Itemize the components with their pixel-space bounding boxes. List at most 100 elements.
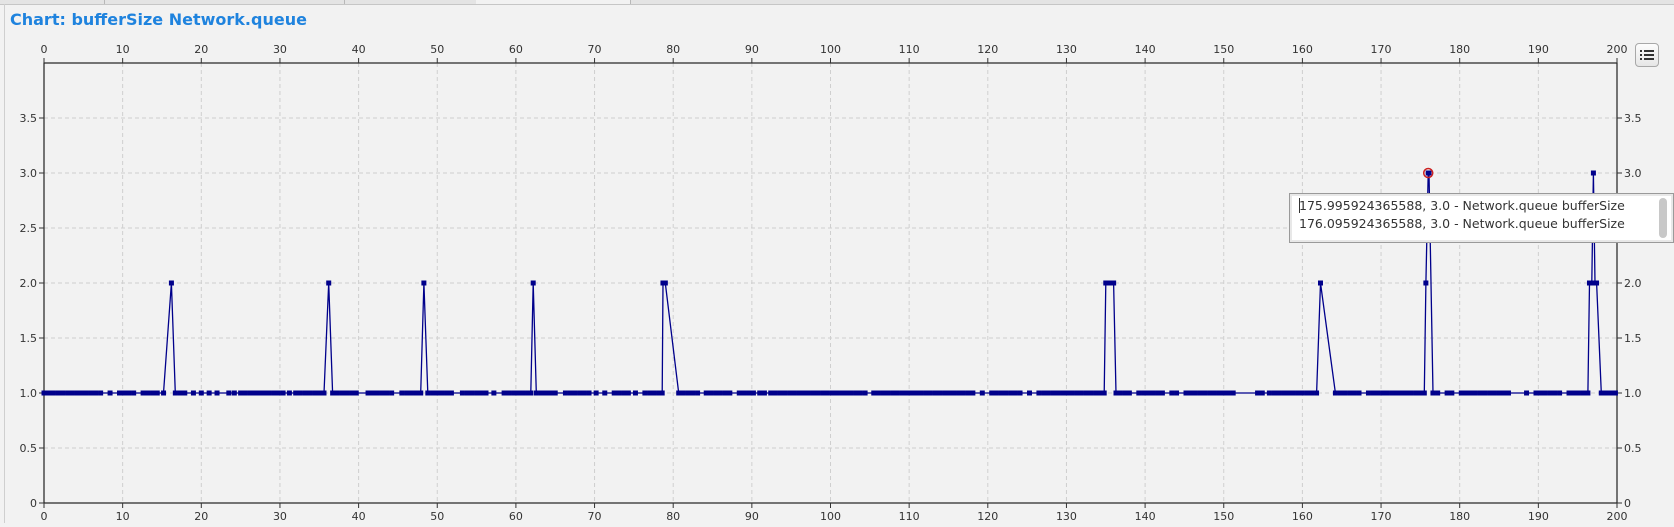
x-tick-label-bottom: 0 [41, 510, 48, 523]
data-point [478, 390, 484, 396]
data-point [1356, 390, 1362, 396]
data-point [334, 390, 340, 396]
data-point [1174, 390, 1180, 396]
data-point [659, 390, 665, 396]
data-point [379, 390, 385, 396]
data-point [946, 390, 952, 396]
data-point [1384, 390, 1390, 396]
data-point [543, 390, 549, 396]
data-point [1221, 390, 1227, 396]
data-point [1074, 390, 1080, 396]
data-point [389, 390, 395, 396]
tab[interactable] [0, 0, 105, 4]
data-point [1188, 390, 1194, 396]
data-point [727, 390, 733, 396]
data-point [1202, 390, 1208, 396]
x-tick-label-bottom: 90 [745, 510, 759, 523]
data-point [1463, 390, 1469, 396]
data-point [1216, 390, 1222, 396]
data-point [1496, 390, 1502, 396]
data-point [965, 390, 971, 396]
data-point [464, 390, 470, 396]
data-point [1403, 390, 1409, 396]
data-point [1211, 390, 1217, 396]
data-point [857, 390, 863, 396]
x-tick-label-bottom: 70 [588, 510, 602, 523]
data-point [722, 390, 728, 396]
tab-active[interactable] [476, 0, 631, 4]
data-point [257, 390, 263, 396]
data-point [680, 390, 686, 396]
data-point [1309, 390, 1315, 396]
data-point [581, 390, 587, 396]
y-tick-label-right: 1.5 [1624, 332, 1642, 345]
data-point-tooltip[interactable]: 175.995924365588, 3.0 - Network.queue bu… [1289, 193, 1674, 243]
data-point [685, 390, 691, 396]
tab[interactable] [104, 0, 345, 4]
data-point [713, 390, 719, 396]
data-point [801, 390, 807, 396]
data-point [1472, 390, 1478, 396]
data-point [552, 390, 558, 396]
data-point [1538, 390, 1544, 396]
data-point [172, 390, 178, 396]
tooltip-line: 175.995924365588, 3.0 - Network.queue bu… [1299, 198, 1625, 213]
data-point [1590, 170, 1596, 176]
data-point [448, 390, 454, 396]
data-point [1487, 390, 1493, 396]
legend-toggle-button[interactable] [1635, 43, 1659, 67]
data-point [1117, 390, 1123, 396]
data-point [708, 390, 714, 396]
data-point [662, 280, 668, 286]
data-point [1594, 280, 1600, 286]
data-point [572, 390, 578, 396]
axis-ticks: 0010102020303040405050606070708080909010… [20, 43, 1642, 523]
data-point [761, 390, 767, 396]
data-point [491, 390, 497, 396]
data-point [126, 390, 132, 396]
data-point [247, 390, 253, 396]
tooltip-scrollbar[interactable] [1659, 198, 1667, 238]
data-point [399, 390, 405, 396]
data-point [413, 390, 419, 396]
x-tick-label-bottom: 180 [1449, 510, 1470, 523]
data-point [131, 390, 137, 396]
data-point [434, 390, 440, 396]
data-point [41, 390, 47, 396]
data-point [302, 390, 308, 396]
data-point [923, 390, 929, 396]
data-point [829, 390, 835, 396]
y-tick-label-left: 3.0 [20, 167, 38, 180]
y-tick-label-right: 3.5 [1624, 112, 1642, 125]
data-point [1603, 390, 1609, 396]
data-point [1259, 390, 1265, 396]
y-tick-label-left: 1.5 [20, 332, 38, 345]
x-tick-label-top: 30 [273, 43, 287, 56]
data-point [970, 390, 976, 396]
data-point [439, 390, 445, 396]
data-point [418, 390, 424, 396]
data-point [65, 390, 71, 396]
data-point [1069, 390, 1075, 396]
data-point [621, 390, 627, 396]
data-point [885, 390, 891, 396]
data-point [374, 390, 380, 396]
data-point [772, 390, 778, 396]
x-tick-label-top: 70 [588, 43, 602, 56]
data-point [1159, 390, 1165, 396]
data-point [1491, 390, 1497, 396]
data-point [238, 390, 244, 396]
data-point [1192, 390, 1198, 396]
y-tick-label-left: 0.5 [20, 442, 38, 455]
data-point [1266, 390, 1272, 396]
data-point [834, 390, 840, 396]
data-point [83, 390, 89, 396]
data-point [530, 280, 536, 286]
data-point [330, 390, 336, 396]
x-tick-label-bottom: 140 [1135, 510, 1156, 523]
x-tick-label-top: 10 [116, 43, 130, 56]
data-point [404, 390, 410, 396]
data-point [1145, 390, 1151, 396]
data-point [1111, 280, 1117, 286]
